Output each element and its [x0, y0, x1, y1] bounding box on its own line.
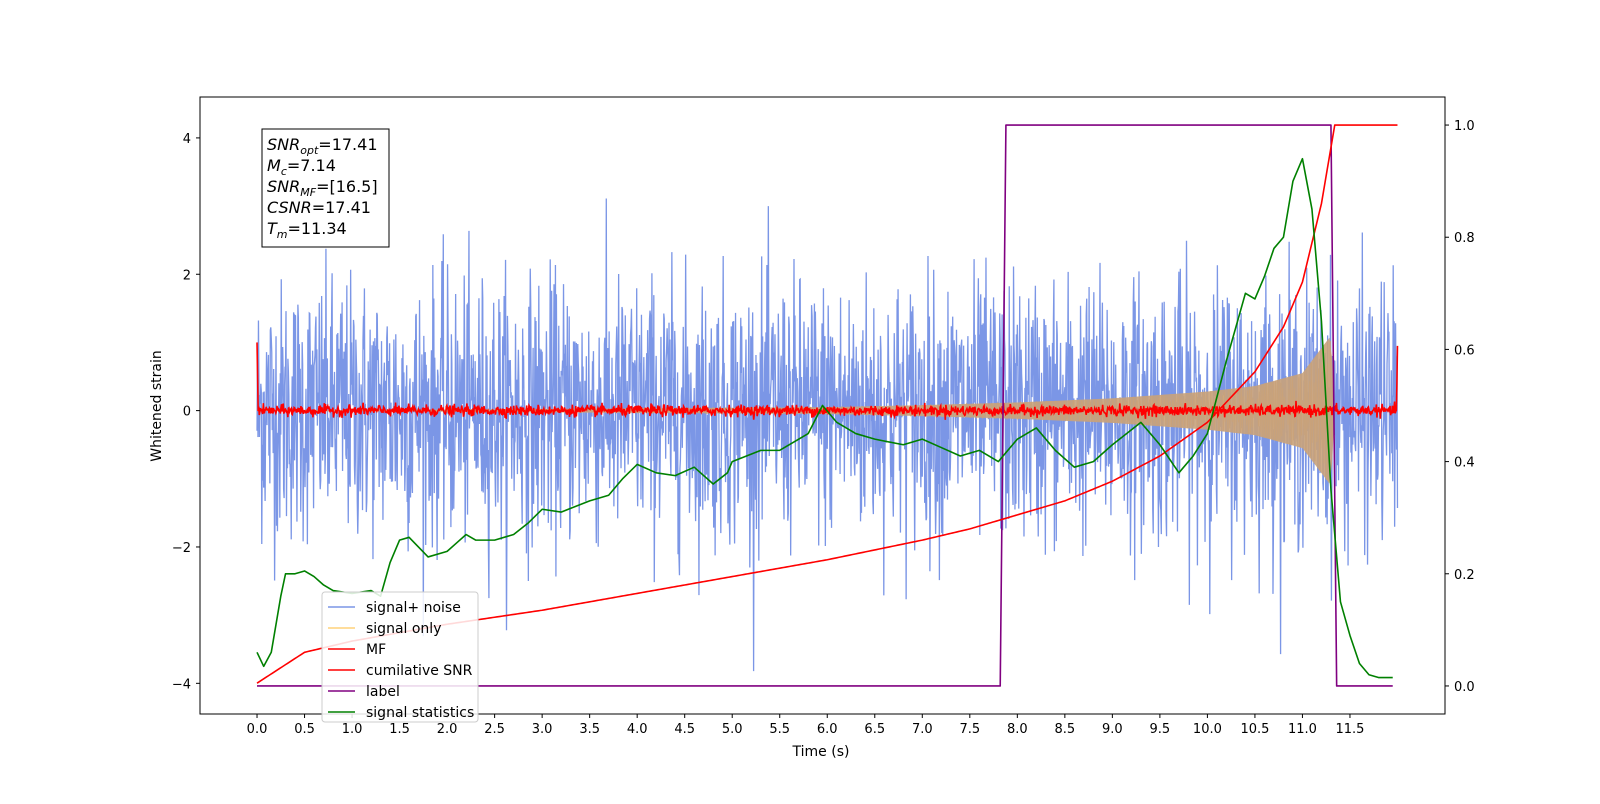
y2-axis-ticks: 0.0 0.2 0.4 0.6 0.8 1.0: [1445, 119, 1475, 695]
y2-tick-label: 1.0: [1454, 119, 1475, 134]
x-tick-label: 11.0: [1288, 722, 1317, 737]
y-tick-label: 2: [183, 268, 191, 283]
x-tick-label: 10.0: [1193, 722, 1222, 737]
y2-tick-label: 0.8: [1454, 231, 1475, 246]
legend-label-cumilative-snr: cumilative SNR: [366, 663, 473, 679]
x-tick-label: 1.0: [342, 722, 363, 737]
x-tick-label: 5.5: [769, 722, 790, 737]
legend-label-signal-only: signal only: [366, 621, 441, 637]
x-tick-label: 0.0: [247, 722, 268, 737]
x-tick-label: 2.0: [437, 722, 458, 737]
x-tick-label: 0.5: [294, 722, 315, 737]
legend-label-label: label: [366, 684, 400, 700]
x-tick-label: 8.5: [1055, 722, 1076, 737]
y-tick-label: −2: [172, 541, 191, 556]
annotation-frame: [261, 128, 390, 248]
annotation-line: Tm=11.34: [267, 219, 347, 241]
x-tick-label: 4.0: [627, 722, 648, 737]
x-axis-label: Time (s): [792, 744, 850, 760]
x-tick-label: 6.0: [817, 722, 838, 737]
series-label: [257, 124, 1393, 687]
legend-label-mf: MF: [366, 642, 386, 658]
x-tick-label: 2.5: [484, 722, 505, 737]
signal-noise-layer: [256, 198, 1399, 672]
annotation-line: SNRopt=17.41: [267, 135, 378, 157]
x-tick-label: 4.5: [674, 722, 695, 737]
x-tick-label: 9.0: [1102, 722, 1123, 737]
x-tick-label: 3.5: [579, 722, 600, 737]
y2-tick-label: 0.0: [1454, 680, 1475, 695]
annotation-line: Mc=7.14: [267, 156, 336, 178]
stats-annotation-box: SNRopt=17.41Mc=7.14SNRMF=[16.5]CSNR=17.4…: [261, 128, 390, 248]
x-tick-label: 3.0: [532, 722, 553, 737]
x-tick-label: 1.5: [389, 722, 410, 737]
x-tick-label: 8.0: [1007, 722, 1028, 737]
x-tick-label: 7.0: [912, 722, 933, 737]
legend: signal+ noise signal only MF cumilative SNR…: [321, 591, 479, 723]
legend-label-signal-statistics: signal statistics: [366, 705, 474, 721]
y2-tick-label: 0.2: [1454, 568, 1475, 583]
plot-frame: [199, 96, 1446, 715]
annotation-line: CSNR=17.41: [267, 198, 371, 217]
y2-tick-label: 0.6: [1454, 343, 1475, 358]
x-tick-label: 6.5: [864, 722, 885, 737]
x-tick-label: 10.5: [1240, 722, 1269, 737]
annotation-line: SNRMF=[16.5]: [267, 177, 378, 199]
legend-frame: [321, 591, 479, 723]
series-signal-statistics: [256, 157, 1393, 679]
series-signal-noise: [256, 198, 1399, 672]
x-tick-label: 11.5: [1335, 722, 1364, 737]
y-axis-ticks: 4 2 0 −2 −4: [172, 132, 200, 692]
y-tick-label: 4: [183, 132, 191, 147]
y-tick-label: 0: [183, 405, 191, 420]
x-tick-label: 7.5: [959, 722, 980, 737]
x-tick-label: 5.0: [722, 722, 743, 737]
y2-tick-label: 0.4: [1454, 456, 1475, 471]
x-tick-label: 9.5: [1150, 722, 1171, 737]
y-tick-label: −4: [172, 677, 191, 692]
y-axis-label: Whitened strain: [149, 350, 165, 461]
x-axis-ticks: 0.0 0.5 1.0 1.5 2.0 2.5 3.0 3.5 4.0 4.5 5.0 5.5 6.0 6…: [247, 714, 1364, 737]
legend-label-signal-noise: signal+ noise: [366, 600, 461, 616]
